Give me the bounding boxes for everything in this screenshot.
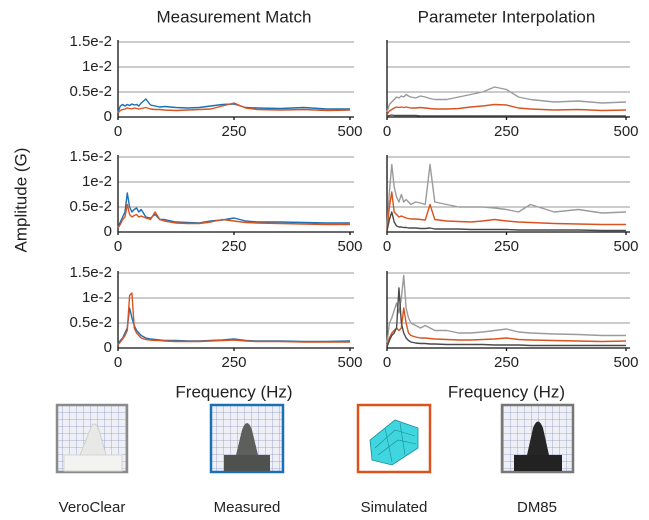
series-line [117, 192, 350, 228]
x-tick-label: 250 [221, 238, 246, 255]
sample-label: DM85 [517, 499, 557, 516]
x-axis-label: Frequency (Hz) [175, 382, 292, 401]
x-tick-label: 500 [613, 354, 638, 371]
sample-label: Measured [214, 499, 281, 516]
x-tick-label: 0 [114, 238, 122, 255]
sample-dm85 [500, 403, 575, 474]
series-line [386, 163, 627, 228]
series-line [386, 211, 626, 232]
y-tick-label: 1e-2 [82, 58, 112, 75]
series-line [117, 98, 350, 113]
y-tick-label: 1.5e-2 [69, 33, 112, 50]
y-tick-label: 0.5e-2 [69, 198, 112, 215]
series-line [117, 292, 350, 346]
y-tick-label: 1.5e-2 [69, 148, 112, 165]
series-line [117, 203, 350, 229]
series-line [386, 307, 627, 346]
series-line [386, 103, 627, 115]
sample-simulated [356, 403, 432, 474]
series-line [386, 274, 626, 344]
y-tick-label: 0 [104, 108, 112, 125]
x-tick-label: 500 [337, 238, 362, 255]
x-tick-label: 250 [494, 354, 519, 371]
x-tick-label: 500 [613, 123, 638, 140]
series-line [117, 307, 351, 345]
y-tick-label: 0.5e-2 [69, 314, 112, 331]
series-line [117, 102, 351, 114]
x-tick-label: 0 [383, 123, 391, 140]
y-tick-label: 1e-2 [82, 289, 112, 306]
x-tick-label: 500 [337, 123, 362, 140]
series-line [386, 287, 626, 348]
column-title: Parameter Interpolation [418, 7, 596, 26]
x-axis-label: Frequency (Hz) [448, 382, 565, 401]
x-tick-label: 500 [337, 354, 362, 371]
y-tick-label: 1e-2 [82, 173, 112, 190]
sample-veroclear [55, 403, 129, 474]
column-title: Measurement Match [157, 7, 312, 26]
series-line [386, 114, 626, 118]
x-tick-label: 0 [383, 354, 391, 371]
y-tick-label: 0 [104, 223, 112, 240]
x-tick-label: 250 [494, 123, 519, 140]
x-tick-label: 500 [613, 238, 638, 255]
x-tick-label: 0 [383, 238, 391, 255]
x-tick-label: 0 [114, 123, 122, 140]
sample-measured [209, 403, 285, 474]
y-tick-label: 0.5e-2 [69, 83, 112, 100]
x-tick-label: 250 [494, 238, 519, 255]
y-tick-label: 1.5e-2 [69, 264, 112, 281]
y-tick-label: 0 [104, 339, 112, 356]
series-line [386, 86, 627, 113]
y-axis-label: Amplitude (G) [11, 148, 30, 253]
series-line [386, 191, 626, 230]
sample-label: VeroClear [59, 499, 126, 516]
sample-label: Simulated [361, 499, 428, 516]
x-tick-label: 250 [221, 354, 246, 371]
x-tick-label: 250 [221, 123, 246, 140]
x-tick-label: 0 [114, 354, 122, 371]
